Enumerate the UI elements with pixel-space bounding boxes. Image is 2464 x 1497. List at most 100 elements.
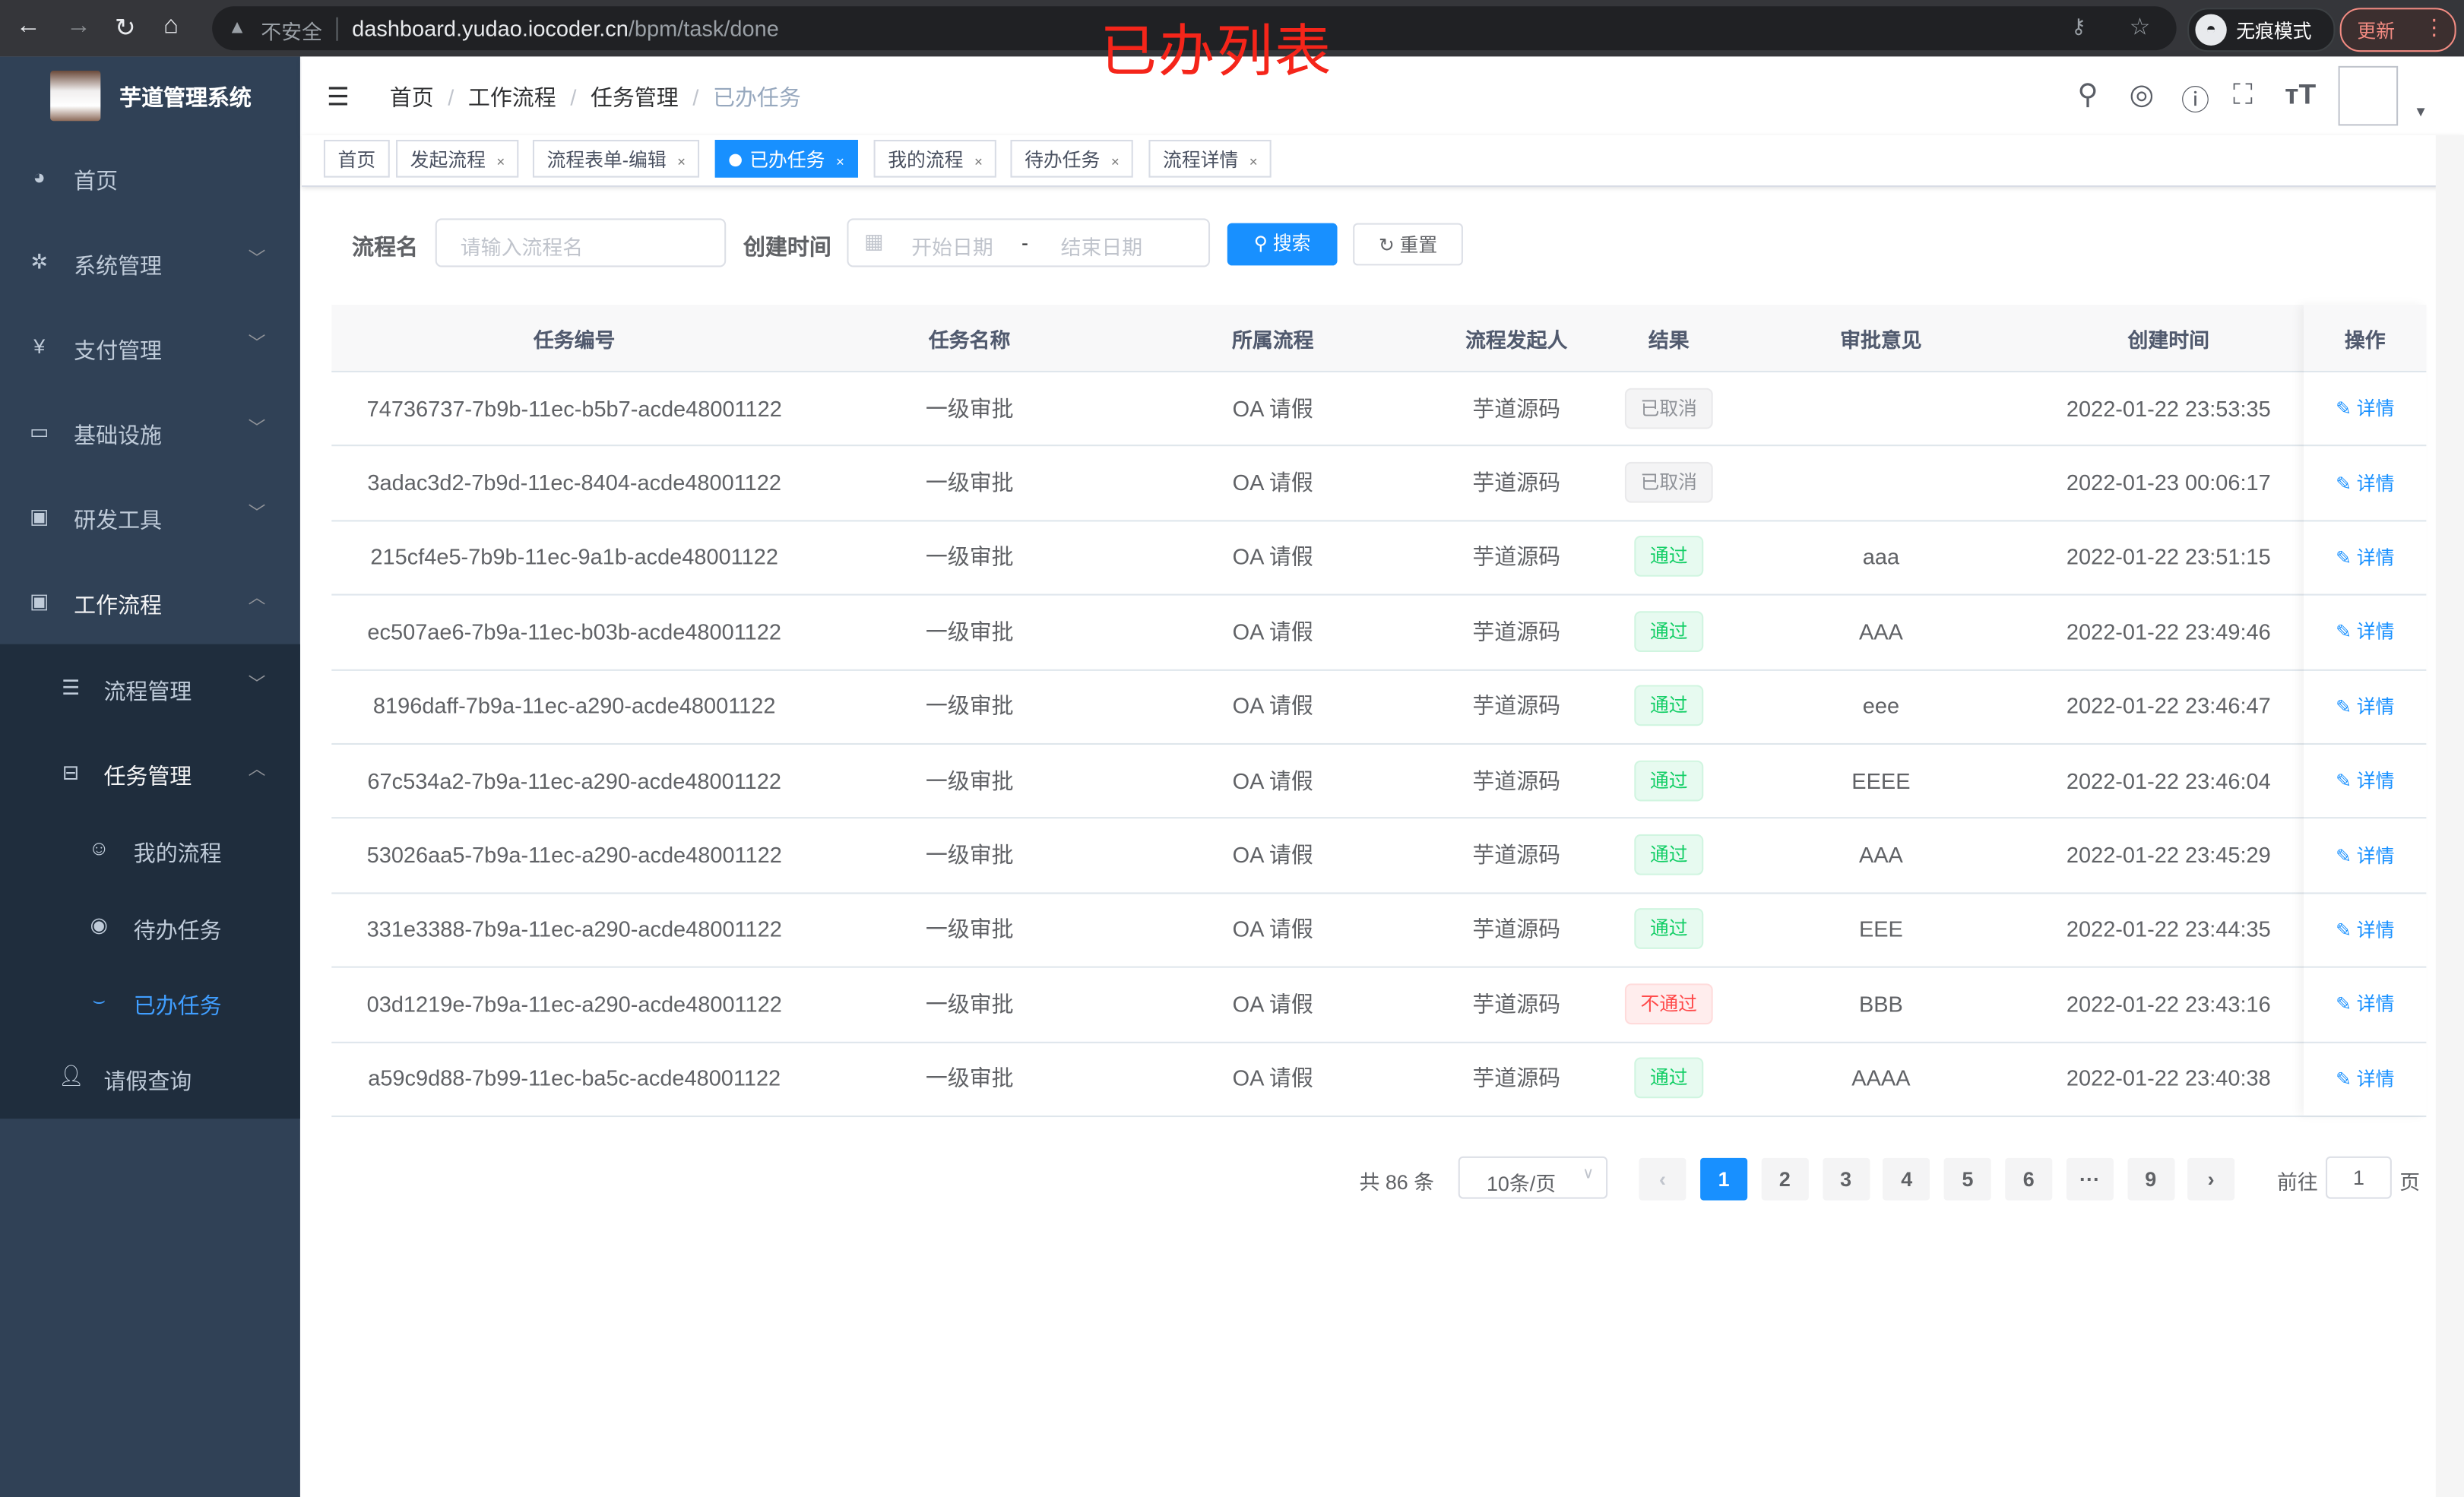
close-icon[interactable]: × <box>974 153 983 170</box>
reset-button[interactable]: ↻ 重置 <box>1353 223 1463 266</box>
more-icon[interactable]: ⋮ <box>2423 14 2446 40</box>
tag-my-process[interactable]: 我的流程 × <box>873 140 997 178</box>
sidebar-item-done[interactable]: ⌣ 已办任务 <box>0 967 300 1042</box>
cell-comment: AAA <box>1858 619 1903 644</box>
help-icon[interactable]: ⓘ <box>2181 84 2210 117</box>
incognito-badge[interactable]: ◓ 无痕模式 <box>2187 8 2336 52</box>
sidebar-item-task-manage[interactable]: ⊟ 任务管理 ︿ <box>0 730 300 815</box>
prev-page-button[interactable]: ‹ <box>1639 1157 1686 1201</box>
sidebar-item-process-manage[interactable]: ☰ 流程管理 ﹀ <box>0 646 300 731</box>
tags-view: 首页 发起流程 × 流程表单-编辑 × 已办任务 × 我的流程 × 待办任务 × 流程详情… <box>301 135 2464 188</box>
tag-todo[interactable]: 待办任务 × <box>1010 140 1134 178</box>
toolbox-icon: ▣ <box>29 504 49 528</box>
cell-result: 通过 <box>1609 1041 1728 1116</box>
cell-task-id: 331e3388-7b9a-11ec-a290-acde48001122 <box>366 916 782 942</box>
address-bar[interactable]: ▲ 不安全 dashboard.yudao.iocoder.cn/bpm/tas… <box>212 6 2177 51</box>
page-button[interactable]: 9 <box>2127 1157 2174 1201</box>
detail-button[interactable]: ✎ 详情 <box>2336 990 2394 1017</box>
page-button[interactable]: 5 <box>1944 1157 1992 1201</box>
avatar[interactable] <box>2338 65 2399 126</box>
breadcrumb-item[interactable]: 首页 <box>389 84 434 110</box>
detail-button[interactable]: ✎ 详情 <box>2336 1065 2394 1091</box>
search-icon[interactable]: ⚲ <box>2077 78 2098 110</box>
sidebar-item-my-process[interactable]: ☺ 我的流程 <box>0 814 300 889</box>
update-button[interactable]: 更新 ⋮ <box>2339 8 2456 52</box>
sidebar-item-system[interactable]: ✲ 系统管理 ﹀ <box>0 220 300 305</box>
sidebar-item-leave-query[interactable]: 👤︎ 请假查询 <box>0 1042 300 1117</box>
font-size-icon[interactable]: ᴛT <box>2285 78 2317 110</box>
chevron-up-icon: ︿ <box>248 589 266 609</box>
breadcrumb-item[interactable]: 任务管理 <box>590 84 679 110</box>
sidebar-item-workflow[interactable]: ▣ 工作流程 ︿ <box>0 559 300 644</box>
home-icon[interactable]: ⌂ <box>163 12 179 40</box>
tag-process-detail[interactable]: 流程详情 × <box>1148 140 1272 178</box>
sidebar-item-infra[interactable]: ▭ 基础设施 ﹀ <box>0 390 300 475</box>
page-button[interactable]: 4 <box>1883 1157 1930 1201</box>
github-icon[interactable]: ◎ <box>2129 78 2155 110</box>
detail-button[interactable]: ✎ 详情 <box>2336 618 2394 644</box>
detail-button[interactable]: ✎ 详情 <box>2336 841 2394 868</box>
security-label[interactable]: 不安全 <box>261 20 322 44</box>
sidebar-item-devtools[interactable]: ▣ 研发工具 ﹀ <box>0 474 300 559</box>
result-badge: 通过 <box>1634 611 1704 652</box>
cell-comment: eee <box>1862 693 1900 719</box>
breadcrumb-item[interactable]: 工作流程 <box>467 84 556 110</box>
close-icon[interactable]: × <box>496 153 505 170</box>
url-text[interactable]: dashboard.yudao.iocoder.cn/bpm/task/done <box>352 16 779 41</box>
page-button[interactable]: 1 <box>1700 1157 1748 1201</box>
start-date-input[interactable]: 开始日期 <box>911 236 993 260</box>
fullscreen-icon[interactable]: ⛶ <box>2233 78 2253 110</box>
close-icon[interactable]: × <box>835 153 844 170</box>
tag-home[interactable]: 首页 <box>323 140 390 178</box>
tag-form-edit[interactable]: 流程表单-编辑 × <box>532 140 700 178</box>
tag-done-task[interactable]: 已办任务 × <box>714 140 859 178</box>
end-date-input[interactable]: 结束日期 <box>1060 236 1143 260</box>
sidebar-item-label: 任务管理 <box>103 763 192 789</box>
list-icon: ☰ <box>61 676 81 700</box>
detail-button[interactable]: ✎ 详情 <box>2336 394 2394 421</box>
result-badge: 通过 <box>1634 1058 1704 1099</box>
star-icon[interactable]: ☆ <box>2129 14 2151 41</box>
sidebar-item-home[interactable]: ◕ 首页 <box>0 135 300 220</box>
detail-button[interactable]: ✎ 详情 <box>2336 767 2394 793</box>
cell-task-name: 一级审批 <box>925 767 1014 793</box>
page-button[interactable]: 2 <box>1761 1157 1809 1201</box>
detail-button[interactable]: ✎ 详情 <box>2336 543 2394 570</box>
next-page-button[interactable]: › <box>2187 1157 2235 1201</box>
sidebar-item-label: 首页 <box>74 168 119 194</box>
cell-task-id: 3adac3d2-7b9d-11ec-8404-acde48001122 <box>367 470 781 495</box>
scrollbar[interactable] <box>2435 135 2464 1497</box>
more-pages-button[interactable]: ··· <box>2066 1157 2114 1201</box>
close-icon[interactable]: × <box>1110 153 1120 170</box>
tag-label: 首页 <box>337 149 376 172</box>
goto-page-input[interactable]: 1 <box>2326 1156 2392 1199</box>
page-button[interactable]: 6 <box>2005 1157 2053 1201</box>
sidebar-item-label: 待办任务 <box>133 917 222 943</box>
cell-starter: 芋道源码 <box>1472 470 1561 495</box>
caret-down-icon[interactable]: ▼ <box>2413 103 2428 120</box>
detail-button[interactable]: ✎ 详情 <box>2336 692 2394 719</box>
page-suffix: 页 <box>2399 1170 2421 1195</box>
sidebar-item-pay[interactable]: ¥ 支付管理 ﹀ <box>0 305 300 390</box>
key-icon[interactable]: ⚷ <box>2071 14 2086 38</box>
back-icon[interactable]: ← <box>15 12 41 40</box>
cell-action: ✎ 详情 <box>2304 967 2426 1041</box>
date-range-picker[interactable]: ▦ 开始日期 - 结束日期 <box>847 218 1211 267</box>
page-size-select[interactable]: 10条/页 ∨ <box>1458 1156 1608 1199</box>
close-icon[interactable]: × <box>677 153 686 170</box>
forward-icon[interactable]: → <box>65 12 91 40</box>
process-name-input[interactable]: 请输入流程名 <box>435 218 727 267</box>
sidebar-item-todo[interactable]: ◉ 待办任务 <box>0 891 300 966</box>
warning-icon: ▲ <box>227 15 247 38</box>
close-icon[interactable]: × <box>1249 153 1258 170</box>
cell-process: OA 请假 <box>1232 767 1313 793</box>
hamburger-icon[interactable]: ☰ <box>327 84 350 112</box>
tag-start-process[interactable]: 发起流程 × <box>396 140 519 178</box>
search-button[interactable]: ⚲ 搜索 <box>1227 223 1338 266</box>
reload-icon[interactable]: ↻ <box>114 15 136 43</box>
page-button[interactable]: 3 <box>1822 1157 1870 1201</box>
detail-button[interactable]: ✎ 详情 <box>2336 469 2394 495</box>
detail-label: 详情 <box>2356 546 2395 569</box>
detail-button[interactable]: ✎ 详情 <box>2336 916 2394 942</box>
cell-process: OA 请假 <box>1232 544 1313 570</box>
